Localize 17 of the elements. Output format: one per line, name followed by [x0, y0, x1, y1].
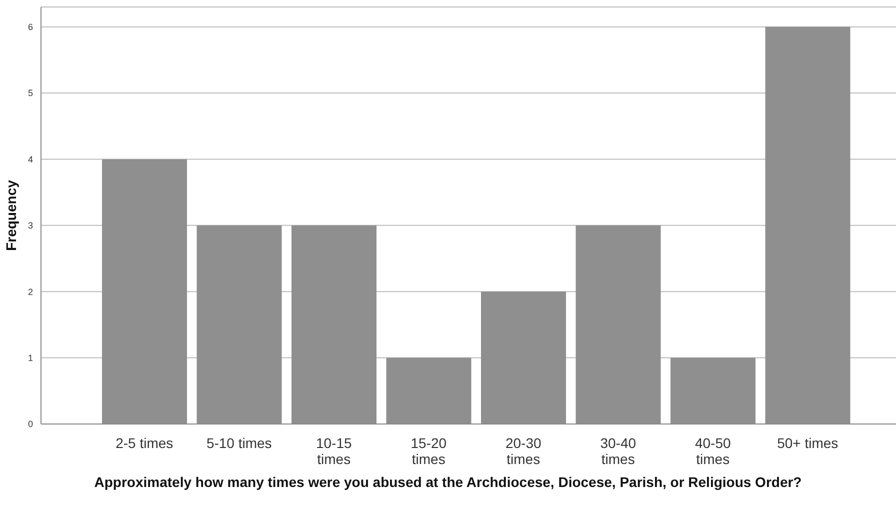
y-tick-label: 2	[28, 286, 33, 297]
y-tick-label: 1	[28, 353, 33, 364]
x-tick-label: 5-10 times	[206, 435, 272, 451]
y-tick-label: 0	[28, 419, 33, 430]
y-tick-label: 6	[28, 22, 33, 32]
x-tick-label: 40-50 times	[694, 435, 731, 467]
x-axis-title: Approximately how many times were you abused at the Archdiocese, Diocese, Parish, or Religious Order?	[93, 474, 803, 490]
y-tick-label: 4	[28, 154, 33, 164]
y-tick-label: 3	[28, 220, 33, 231]
x-tick-label: 2-5 times	[116, 435, 174, 451]
x-tick-label: 30-40 times	[600, 435, 636, 467]
x-tick-label: 10-15 times	[316, 435, 352, 467]
x-tick-label: 50+ times	[777, 435, 838, 451]
x-tick-label: 20-30 times	[505, 435, 542, 467]
x-tick-label: 15-20 times	[410, 435, 447, 467]
y-axis-title: Frequency	[2, 180, 19, 251]
y-tick-label: 5	[28, 88, 33, 98]
